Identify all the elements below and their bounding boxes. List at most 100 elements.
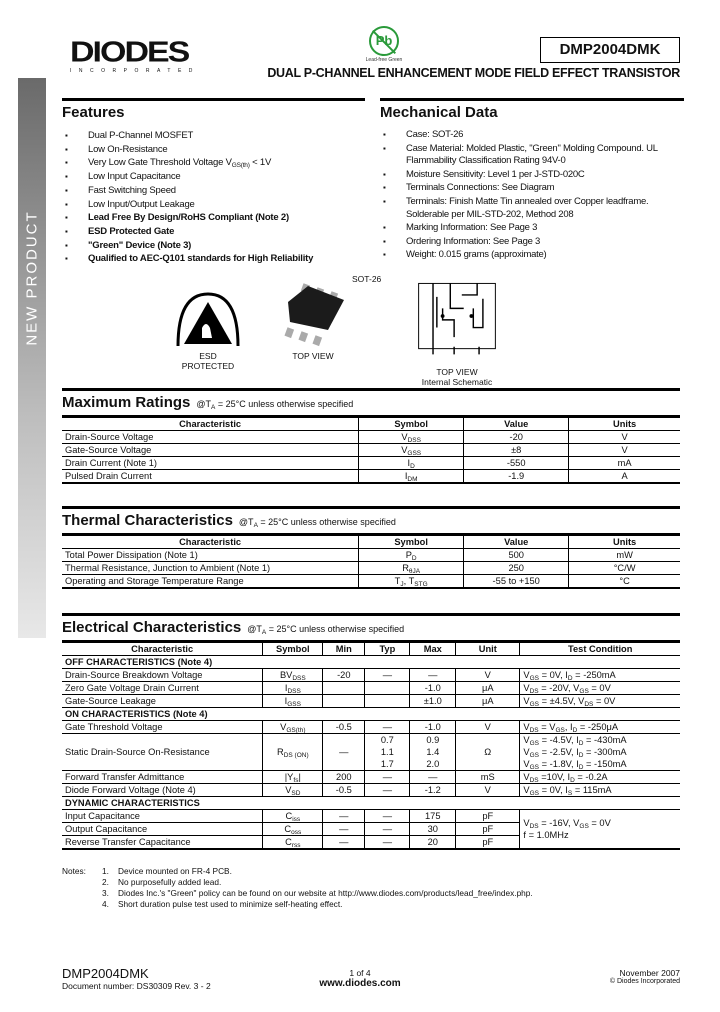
features-list: Dual P-Channel MOSFETLow On-ResistanceVe… — [62, 129, 365, 266]
footer-right: November 2007 © Diodes Incorporated — [610, 968, 680, 985]
table-cell: — — [364, 783, 410, 797]
table-row: Gate-Source Voltage VGSS ±8 V — [62, 443, 680, 457]
esd-label: ESD PROTECTED — [181, 351, 235, 371]
table-row: Thermal Resistance, Junction to Ambient … — [62, 561, 680, 575]
table-cell: 175 — [409, 809, 456, 823]
table-cell: 500 — [463, 548, 569, 562]
table-row: Input Capacitance Ciss — —175 pF VDS = -16V, … — [62, 809, 680, 850]
feature-item: Fast Switching Speed — [62, 184, 365, 198]
symbol-cell: Crss — [262, 835, 323, 850]
table-row: Output Capacitance Coss — —30 pF — [62, 822, 680, 836]
electrical-condition: @TA = 25°C unless otherwise specified — [247, 624, 405, 636]
note-number: 2. — [102, 877, 109, 887]
table-cell: VGS = 0V, ID = -250mA — [519, 668, 680, 682]
table-cell: VDS = -16V, VGS = 0V f = 1.0MHz — [519, 809, 680, 850]
esd-warning-icon — [176, 292, 240, 347]
table-cell: Total Power Dissipation (Note 1) — [62, 548, 359, 562]
table-cell: V — [568, 443, 680, 457]
logo-subtext: INCORPORATED — [70, 68, 200, 74]
note-text: Short duration pulse test used to minimi… — [118, 899, 343, 909]
column-header: Min — [322, 641, 365, 656]
diodes-logo: DIODES INCORPORATED — [70, 36, 210, 74]
symbol-cell: RDS (ON) — [262, 733, 323, 771]
table-cell: -1.0 — [409, 720, 456, 734]
table-cell: Pulsed Drain Current — [62, 469, 359, 484]
table-cell: VGS = -4.5V, ID = -430mA VGS = -2.5V, ID … — [519, 733, 680, 771]
mechanical-list: Case: SOT-26Case Material: Molded Plasti… — [380, 129, 684, 262]
symbol-cell: IDSS — [262, 681, 323, 695]
table-cell: pF — [455, 835, 520, 850]
table-cell: — — [364, 822, 410, 836]
max-ratings-condition: @TA = 25°C unless otherwise specified — [196, 399, 354, 411]
table-cell: Drain-Source Voltage — [62, 430, 359, 444]
symbol-cell: Coss — [262, 822, 323, 836]
column-header: Units — [568, 416, 680, 431]
table-cell: ±8 — [463, 443, 569, 457]
column-header: Max — [409, 641, 456, 656]
column-header: Value — [463, 534, 569, 549]
esd-figure: ESD PROTECTED — [172, 290, 244, 371]
table-cell: 30 — [409, 822, 456, 836]
table-cell: V — [455, 783, 520, 797]
symbol-cell: VGS(th) — [262, 720, 323, 734]
feature-item: Low Input Capacitance — [62, 170, 365, 184]
table-cell: mS — [455, 770, 520, 784]
max-ratings-table: Characteristic Symbol Value Units Drain-Sour… — [62, 415, 680, 484]
symbol-cell: VSD — [262, 783, 323, 797]
feature-item: Low On-Resistance — [62, 143, 365, 157]
website-link[interactable]: www.diodes.com — [319, 978, 401, 989]
symbol-cell: BVDSS — [262, 668, 323, 682]
feature-item: Lead Free By Design/RoHS Compliant (Note… — [62, 211, 365, 225]
table-cell: — — [322, 835, 365, 850]
table-cell: Gate-Source Leakage — [62, 694, 263, 708]
table-cell: Gate Threshold Voltage — [62, 720, 263, 734]
footer-date: November 2007 — [619, 968, 680, 978]
notes-label — [62, 877, 102, 888]
feature-item: Low Input/Output Leakage — [62, 198, 365, 212]
electrical-section: Electrical Characteristics @TA = 25°C unl… — [62, 613, 680, 850]
column-header: Unit — [455, 641, 520, 656]
table-cell: pF — [455, 809, 520, 823]
logo-text: DIODES — [70, 35, 190, 69]
table-cell: mA — [568, 456, 680, 470]
cell-line: VDS = -16V, VGS = 0V — [523, 818, 611, 830]
schematic-top-view-label: TOP VIEW — [436, 367, 478, 377]
table-cell: 0.9 1.4 2.0 — [409, 733, 456, 771]
symbol-cell: VGSS — [358, 443, 464, 457]
table-cell: — — [364, 668, 410, 682]
footer-doc-number: Document number: DS30309 Rev. 3 - 2 — [62, 981, 211, 991]
table-cell: -1.2 — [409, 783, 456, 797]
table-cell: V — [568, 430, 680, 444]
mechanical-heading: Mechanical Data — [380, 98, 684, 121]
table-row: Gate Threshold Voltage VGS(th) -0.5— -1.0 V V… — [62, 720, 680, 734]
max-ratings-section: Maximum Ratings @TA = 25°C unless otherwi… — [62, 388, 680, 484]
table-cell: -550 — [463, 456, 569, 470]
schematic-caption: Internal Schematic — [421, 377, 493, 387]
part-number: DMP2004DMK — [540, 37, 680, 63]
pb-icon: Pb — [369, 26, 399, 56]
mechanical-item: Case: SOT-26 — [380, 129, 684, 142]
group-row: DYNAMIC CHARACTERISTICS — [62, 796, 680, 810]
symbol-cell: PD — [358, 548, 464, 562]
table-cell: — — [322, 822, 365, 836]
table-cell: Static Drain-Source On-Resistance — [62, 733, 263, 771]
symbol-cell: IGSS — [262, 694, 323, 708]
document-title: DUAL P-CHANNEL ENHANCEMENT MODE FIELD EF… — [267, 66, 680, 80]
table-cell: VGS = ±4.5V, VDS = 0V — [519, 694, 680, 708]
table-cell: Ω — [455, 733, 520, 771]
table-row: Diode Forward Voltage (Note 4) VSD -0.5— -1… — [62, 783, 680, 797]
table-cell: 20 — [409, 835, 456, 850]
symbol-cell: TJ, TSTG — [358, 574, 464, 589]
symbol-cell: Ciss — [262, 809, 323, 823]
group-row: ON CHARACTERISTICS (Note 4) — [62, 707, 680, 721]
table-cell: — — [364, 809, 410, 823]
table-cell: V — [455, 668, 520, 682]
column-header: Test Condition — [519, 641, 680, 656]
cell-line: f = 1.0MHz — [523, 830, 569, 840]
max-ratings-heading: Maximum Ratings — [62, 394, 191, 411]
table-cell: Diode Forward Voltage (Note 4) — [62, 783, 263, 797]
column-header: Value — [463, 416, 569, 431]
footer-left: DMP2004DMK Document number: DS30309 Rev.… — [62, 966, 211, 991]
table-cell: Forward Transfer Admittance — [62, 770, 263, 784]
table-cell: Input Capacitance — [62, 809, 263, 823]
